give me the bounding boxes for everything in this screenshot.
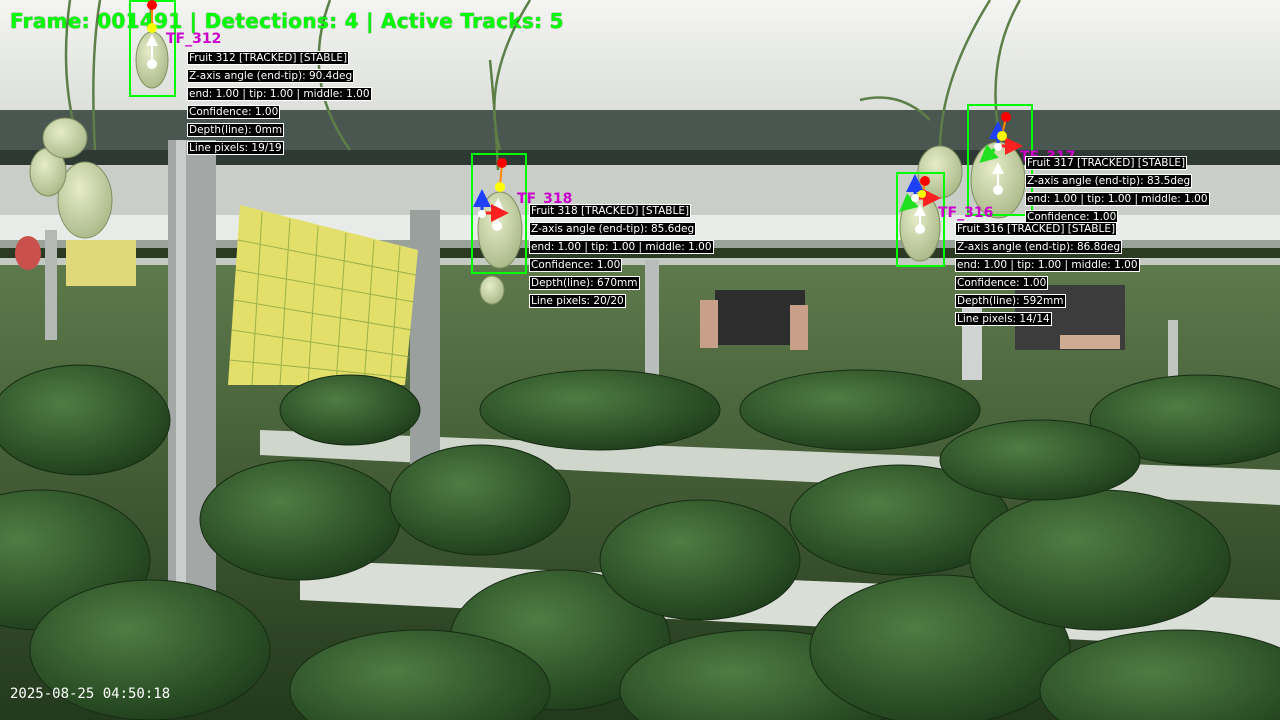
track-id-label: TF_318 [517,191,573,207]
track-info-panel: Fruit 317 [TRACKED] [STABLE] Z-axis angl… [1025,156,1210,228]
info-line: Z-axis angle (end-tip): 85.6deg [529,222,697,236]
info-line: Line pixels: 19/19 [187,141,284,155]
detection-box[interactable] [471,153,527,274]
info-line: Confidence: 1.00 [529,258,623,272]
frame-status-text: Frame: 001491 | Detections: 4 | Active T… [10,9,564,33]
info-line: Confidence: 1.00 [1025,210,1119,224]
track-id-label: TF_312 [166,31,222,47]
track-info-panel: Fruit 318 [TRACKED] [STABLE] Z-axis angl… [529,204,714,312]
info-line: end: 1.00 | tip: 1.00 | middle: 1.00 [187,87,372,101]
detection-box[interactable] [129,0,176,97]
info-line: Confidence: 1.00 [955,276,1049,290]
info-line: end: 1.00 | tip: 1.00 | middle: 1.00 [955,258,1140,272]
info-line: Z-axis angle (end-tip): 90.4deg [187,69,355,83]
detection-box[interactable] [896,172,945,267]
info-line: Z-axis angle (end-tip): 83.5deg [1025,174,1193,188]
info-line: Fruit 317 [TRACKED] [STABLE] [1025,156,1188,170]
track-info-panel: Fruit 316 [TRACKED] [STABLE] Z-axis angl… [955,222,1140,330]
info-line: Confidence: 1.00 [187,105,281,119]
info-line: Fruit 316 [TRACKED] [STABLE] [955,222,1118,236]
info-line: end: 1.00 | tip: 1.00 | middle: 1.00 [1025,192,1210,206]
track-info-panel: Fruit 312 [TRACKED] [STABLE] Z-axis angl… [187,51,372,159]
info-line: Depth(line): 670mm [529,276,640,290]
info-line: Line pixels: 14/14 [955,312,1052,326]
info-line: Line pixels: 20/20 [529,294,626,308]
track-id-label: TF_316 [938,205,994,221]
info-line: end: 1.00 | tip: 1.00 | middle: 1.00 [529,240,714,254]
info-line: Depth(line): 592mm [955,294,1066,308]
info-line: Depth(line): 0mm [187,123,285,137]
info-line: Z-axis angle (end-tip): 86.8deg [955,240,1123,254]
info-line: Fruit 318 [TRACKED] [STABLE] [529,204,692,218]
info-line: Fruit 312 [TRACKED] [STABLE] [187,51,350,65]
timestamp: 2025-08-25 04:50:18 [10,686,171,702]
